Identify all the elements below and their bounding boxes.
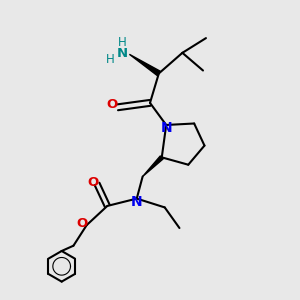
Text: N: N xyxy=(160,121,172,135)
Text: N: N xyxy=(131,194,142,208)
Text: O: O xyxy=(87,176,98,190)
Polygon shape xyxy=(129,54,160,76)
Text: O: O xyxy=(77,217,88,230)
Text: N: N xyxy=(116,47,128,60)
Text: H: H xyxy=(118,36,126,49)
Text: H: H xyxy=(106,53,115,66)
Polygon shape xyxy=(142,156,163,176)
Text: O: O xyxy=(107,98,118,111)
